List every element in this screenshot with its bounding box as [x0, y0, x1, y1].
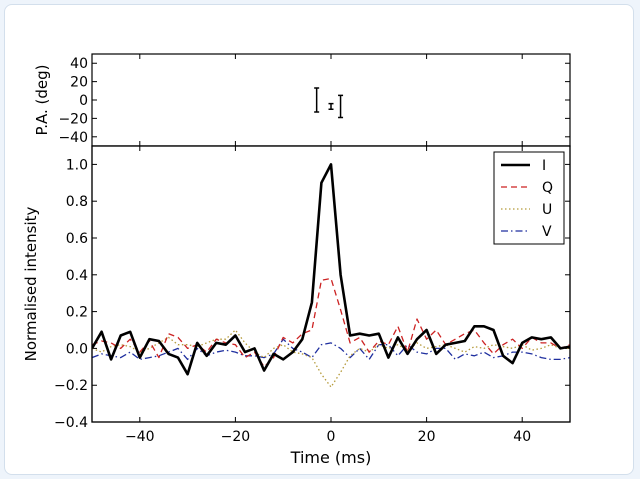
pa-y-tick-label: 0 [79, 93, 88, 109]
pa-y-axis-label: P.A. (deg) [33, 65, 51, 136]
intensity-panel: 1.0 0.8 0.6 0.4 0.2 0.0 −0.2 −0.4 −40 −20 0 20 40 Nor… [22, 145, 571, 445]
legend-label-q: Q [542, 180, 553, 196]
legend-label-v: V [542, 224, 552, 240]
x-tick-label: −40 [125, 429, 155, 445]
series-line-v [92, 338, 570, 361]
figure-frame: 40 20 0 −20 −40 P.A. (deg) 1.0 0.8 0.6 0.4 0.2 0.0… [4, 4, 634, 475]
intensity-y-axis-label: Normalised intensity [22, 206, 40, 361]
intensity-y-tick-label: 0.0 [66, 341, 88, 357]
intensity-axes-border [91, 145, 571, 423]
pa-y-tick-label: −40 [58, 130, 88, 146]
pa-y-tick-label: 20 [70, 75, 88, 91]
series-line-q [92, 277, 570, 368]
legend-label-i: I [542, 158, 546, 174]
pa-axes-frame [91, 53, 571, 147]
series-line-u [92, 329, 570, 388]
intensity-y-tick-label: −0.4 [54, 415, 88, 431]
x-tick-label: −20 [221, 429, 251, 445]
x-tick-label: 40 [513, 429, 531, 445]
intensity-y-tick-label: 0.4 [66, 268, 88, 284]
series-line-i [92, 163, 570, 376]
x-axis-label: Time (ms) [290, 448, 372, 467]
x-tick-label: 20 [418, 429, 436, 445]
intensity-axes-frame [91, 145, 571, 423]
x-tick-label: 0 [327, 429, 336, 445]
pa-y-tick-label: 40 [70, 56, 88, 72]
legend-box [493, 151, 565, 245]
intensity-y-tick-label: 0.8 [66, 194, 88, 210]
figure-svg: 40 20 0 −20 −40 P.A. (deg) 1.0 0.8 0.6 0.4 0.2 0.0… [22, 53, 571, 467]
pa-errorbar [338, 94, 344, 119]
intensity-y-tick-label: 1.0 [66, 157, 88, 173]
intensity-y-tick-label: −0.2 [54, 378, 88, 394]
pa-errorbar [314, 87, 320, 113]
pa-y-tick-label: −20 [58, 111, 88, 127]
intensity-y-tick-label: 0.6 [66, 231, 88, 247]
pa-panel: 40 20 0 −20 −40 P.A. (deg) [33, 53, 571, 147]
pa-errorbar [328, 102, 334, 110]
legend-label-u: U [542, 202, 552, 218]
intensity-y-tick-label: 0.2 [66, 305, 88, 321]
